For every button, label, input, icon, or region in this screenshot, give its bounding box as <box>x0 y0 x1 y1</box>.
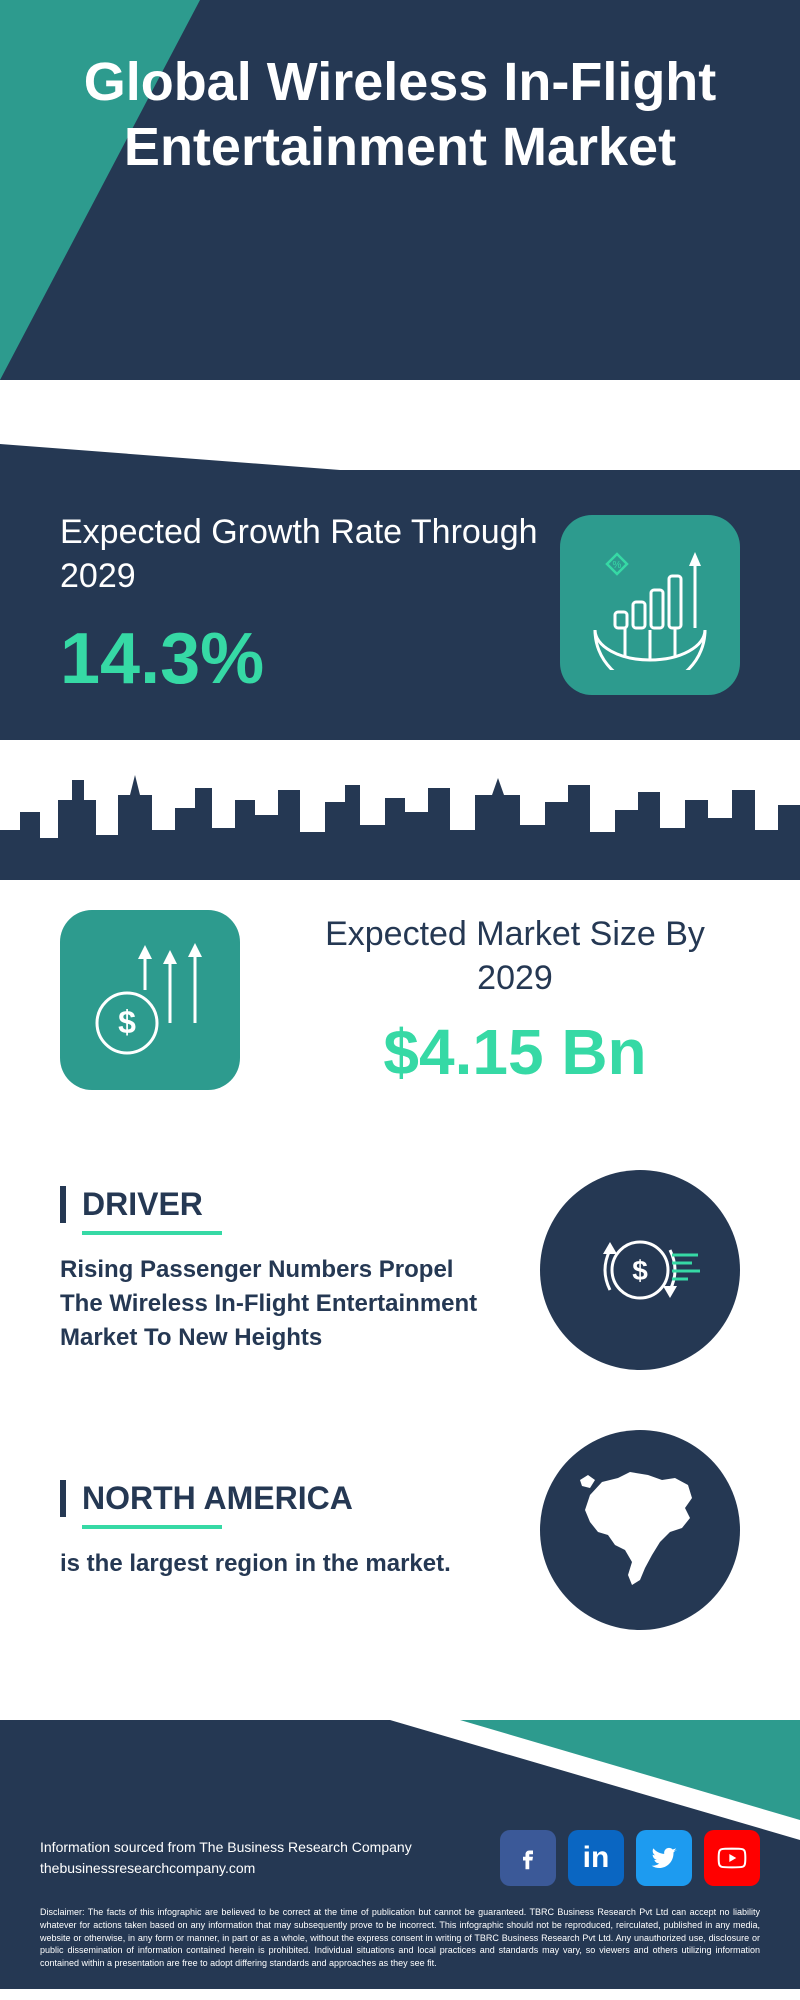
growth-text: Expected Growth Rate Through 2029 14.3% <box>60 510 560 700</box>
exchange-dollar-icon: $ <box>540 1170 740 1370</box>
footer: Information sourced from The Business Re… <box>0 1720 800 1989</box>
footer-teal-triangle <box>460 1720 800 1820</box>
globe-chart-svg: % <box>585 540 715 670</box>
driver-underline <box>82 1231 222 1235</box>
exchange-svg: $ <box>570 1200 710 1340</box>
growth-value: 14.3% <box>60 618 560 700</box>
driver-block: DRIVER Rising Passenger Numbers Propel T… <box>0 1140 800 1400</box>
page-title: Global Wireless In-Flight Entertainment … <box>0 0 800 180</box>
market-text: Expected Market Size By 2029 $4.15 Bn <box>290 912 740 1089</box>
north-america-map-icon <box>540 1430 740 1630</box>
market-label: Expected Market Size By 2029 <box>290 912 740 1000</box>
globe-growth-icon: % <box>560 515 740 695</box>
na-map-svg <box>560 1450 720 1610</box>
market-size-block: $ Expected Market Size By 2029 $4.15 Bn <box>0 880 800 1140</box>
svg-text:%: % <box>613 560 622 571</box>
driver-heading: DRIVER <box>60 1186 500 1223</box>
header: Global Wireless In-Flight Entertainment … <box>0 0 800 380</box>
growth-label: Expected Growth Rate Through 2029 <box>60 510 560 598</box>
footer-source: Information sourced from The Business Re… <box>40 1837 412 1879</box>
dollar-arrows-icon: $ <box>60 910 240 1090</box>
disclaimer-text: Disclaimer: The facts of this infographi… <box>40 1906 760 1969</box>
region-text: NORTH AMERICA is the largest region in t… <box>60 1480 500 1581</box>
svg-text:$: $ <box>118 1004 136 1040</box>
source-line-1: Information sourced from The Business Re… <box>40 1837 412 1858</box>
region-body: is the largest region in the market. <box>60 1547 500 1581</box>
separator-decor <box>0 380 800 470</box>
market-value: $4.15 Bn <box>290 1015 740 1089</box>
driver-body: Rising Passenger Numbers Propel The Wire… <box>60 1253 500 1354</box>
source-line-2: thebusinessresearchcompany.com <box>40 1858 412 1879</box>
driver-text: DRIVER Rising Passenger Numbers Propel T… <box>60 1186 500 1354</box>
linkedin-label: in <box>583 1841 610 1875</box>
region-block: NORTH AMERICA is the largest region in t… <box>0 1400 800 1660</box>
growth-rate-block: Expected Growth Rate Through 2029 14.3% … <box>0 470 800 740</box>
svg-text:$: $ <box>632 1255 648 1286</box>
region-heading: NORTH AMERICA <box>60 1480 500 1517</box>
region-underline <box>82 1525 222 1529</box>
dollar-arrows-svg: $ <box>85 935 215 1065</box>
skyline-divider <box>0 740 800 880</box>
